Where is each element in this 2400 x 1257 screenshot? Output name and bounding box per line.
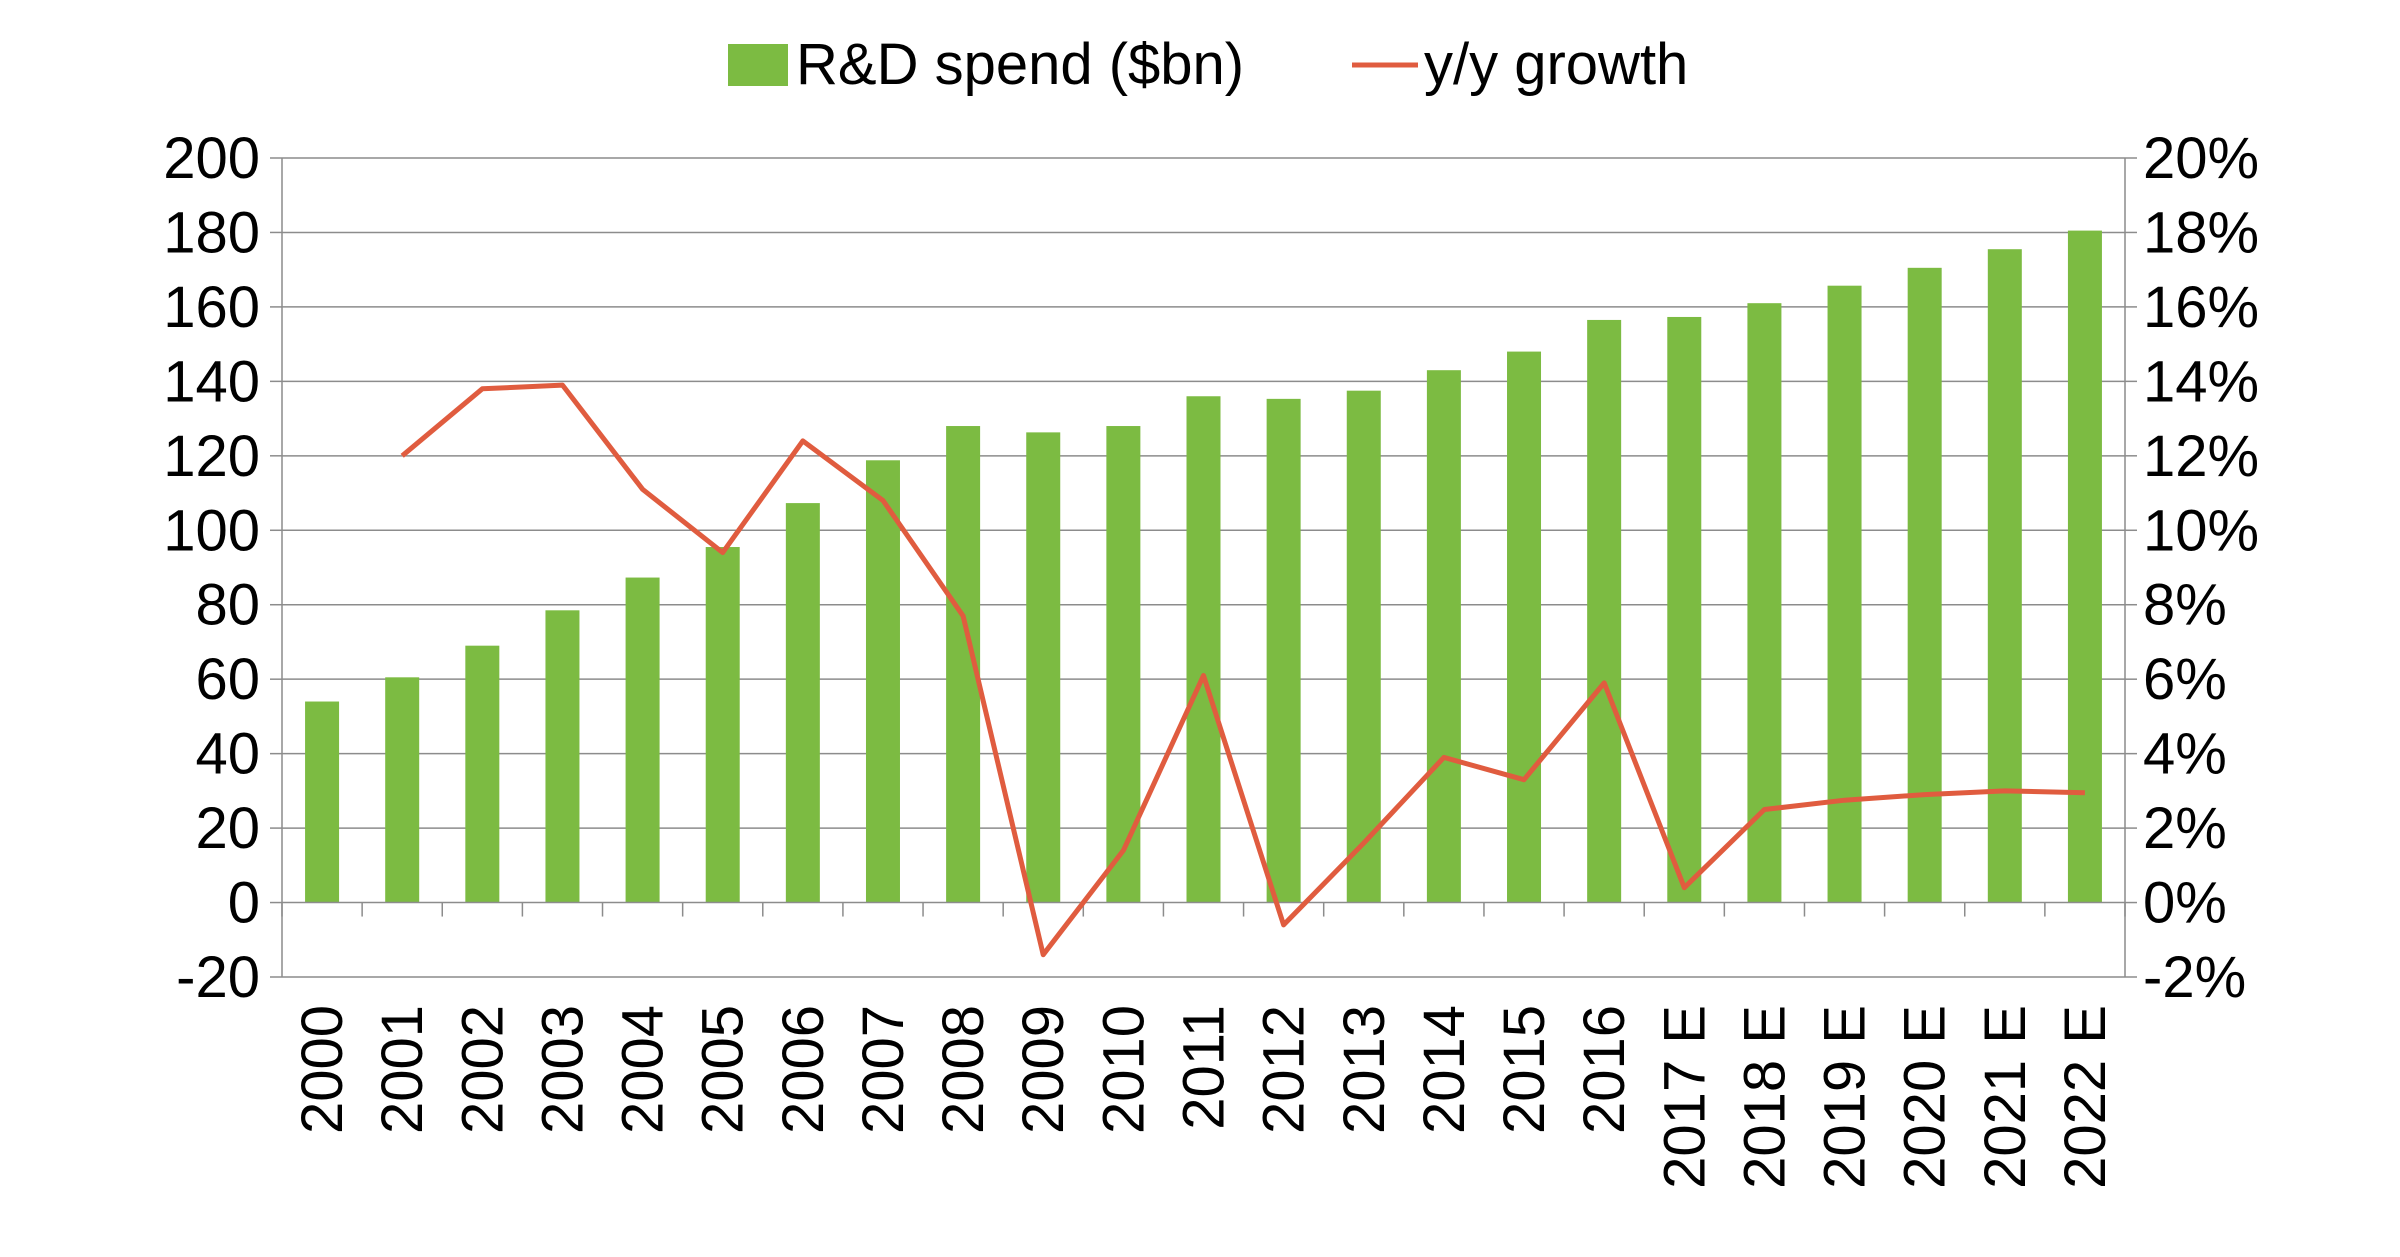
bar-2013 (1346, 390, 1381, 903)
bar-2016 (1587, 319, 1622, 903)
legend-line-label: y/y growth (1424, 32, 1688, 97)
x-axis-tick-labels: 2000 2001 2002 2003 2004 2005 2006 2007 2008 2009… (290, 1005, 2118, 1189)
left-tick-label: 200 (163, 126, 260, 191)
bar-2012 (1266, 398, 1301, 903)
bar-2002 (465, 645, 500, 903)
bar-2001 (385, 677, 420, 903)
x-tick-label: 2011 (1172, 1005, 1237, 1130)
legend: R&D spend ($bn) y/y growth (728, 32, 1688, 97)
right-tick-label: 8% (2143, 573, 2227, 638)
left-tick-label: 100 (163, 498, 260, 563)
x-tick-label: 2001 (370, 1005, 435, 1134)
bar-2019-E (1827, 285, 1862, 903)
right-axis-tick-labels: 20% 18% 16% 14% 12% 10% 8% 6% 4% 2% 0% -2% (2143, 126, 2259, 1010)
x-tick-label: 2019 E (1813, 1005, 1878, 1189)
growth-line-series (400, 382, 2086, 958)
x-tick-label: 2005 (691, 1005, 756, 1134)
bar-2010 (1106, 426, 1141, 903)
bar-2005 (705, 547, 740, 903)
bar-2017-E (1667, 316, 1702, 903)
bars (305, 230, 2102, 903)
bar-2011 (1186, 396, 1221, 903)
left-tick-label: 40 (195, 722, 260, 787)
x-tick-label: 2008 (931, 1005, 996, 1134)
left-tick-label: 160 (163, 275, 260, 340)
left-tick-label: 20 (195, 796, 260, 861)
right-tick-label: 4% (2143, 722, 2227, 787)
x-tick-label: 2009 (1011, 1005, 1076, 1134)
x-tick-label: 2021 E (1973, 1005, 2038, 1189)
right-tick-label: 18% (2143, 200, 2259, 265)
right-tick-label: 6% (2143, 647, 2227, 712)
right-tick-label: 20% (2143, 126, 2259, 191)
right-tick-label: 14% (2143, 349, 2259, 414)
left-tick-label: 80 (195, 573, 260, 638)
x-tick-label: 2004 (611, 1005, 676, 1134)
left-tick-label: 120 (163, 424, 260, 489)
x-tick-label: 2017 E (1652, 1005, 1717, 1189)
x-tick-label: 2007 (851, 1005, 916, 1134)
bar-2004 (625, 577, 660, 903)
bar-2003 (545, 610, 580, 903)
bar-2015 (1507, 351, 1542, 903)
x-tick-label: 2013 (1332, 1005, 1397, 1134)
bar-2006 (785, 503, 820, 903)
left-tick-label: 60 (195, 647, 260, 712)
bar-2021-E (1987, 249, 2022, 903)
right-tick-label: 12% (2143, 424, 2259, 489)
x-tick-label: 2012 (1252, 1005, 1317, 1134)
left-tick-label: 180 (163, 200, 260, 265)
x-tick-label: 2020 E (1893, 1005, 1958, 1189)
right-tick-label: 10% (2143, 498, 2259, 563)
bar-2020-E (1907, 267, 1942, 903)
x-tick-label: 2000 (290, 1005, 355, 1134)
x-tick-label: 2022 E (2053, 1005, 2118, 1189)
bar-2000 (305, 701, 340, 903)
x-tick-label: 2006 (771, 1005, 836, 1134)
x-tick-label: 2014 (1412, 1005, 1477, 1134)
x-tick-label: 2003 (530, 1005, 595, 1134)
bar-2009 (1026, 432, 1061, 903)
axes (270, 157, 2137, 978)
x-tick-label: 2002 (450, 1005, 515, 1134)
bar-2007 (865, 460, 900, 903)
right-tick-label: 2% (2143, 796, 2227, 861)
x-tick-label: 2015 (1492, 1005, 1557, 1134)
right-tick-label: -2% (2143, 945, 2246, 1010)
left-tick-label: -20 (176, 945, 260, 1010)
growth-line (400, 382, 2085, 958)
right-tick-label: 0% (2143, 871, 2227, 936)
bar-2022-E (2067, 230, 2102, 903)
x-tick-label: 2010 (1091, 1005, 1156, 1134)
right-tick-label: 16% (2143, 275, 2259, 340)
legend-bar-swatch (728, 44, 788, 86)
bar-2014 (1426, 370, 1461, 903)
bar-2018-E (1747, 303, 1782, 903)
x-tick-label: 2018 E (1732, 1005, 1797, 1189)
left-tick-label: 0 (228, 871, 260, 936)
left-tick-label: 140 (163, 349, 260, 414)
x-tick-label: 2016 (1572, 1005, 1637, 1134)
legend-bar-label: R&D spend ($bn) (796, 32, 1244, 97)
